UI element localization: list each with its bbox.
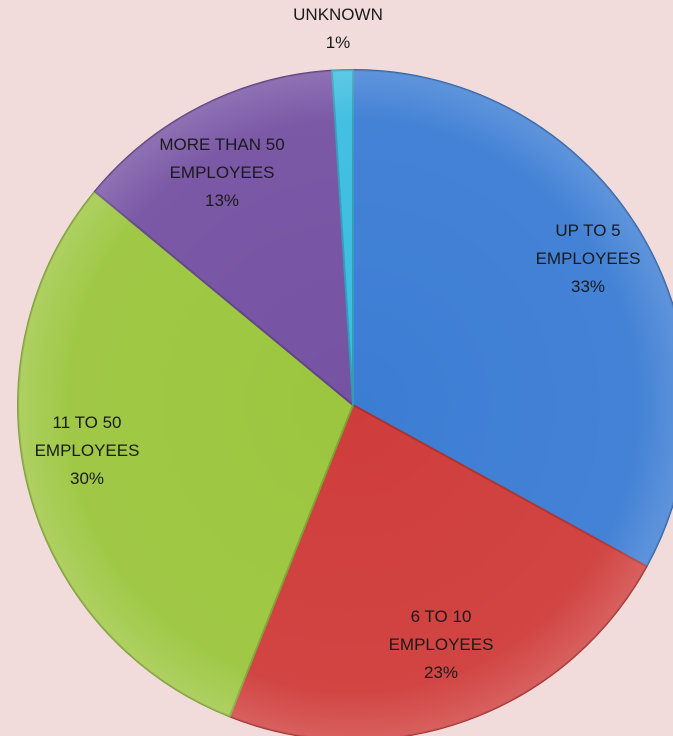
slice-category-label: EMPLOYEES bbox=[35, 441, 140, 460]
slice-category-label: 11 TO 50 bbox=[53, 413, 122, 432]
slice-percent-label: 1% bbox=[326, 33, 351, 52]
slice-percent-label: 30% bbox=[70, 469, 104, 488]
data-label-6-to-10-employees: 6 TO 10 EMPLOYEES 23% bbox=[389, 607, 494, 682]
slice-category-label: UP TO 5 bbox=[555, 221, 620, 240]
slice-category-label: EMPLOYEES bbox=[170, 163, 275, 182]
slice-category-label: UNKNOWN bbox=[293, 5, 383, 24]
data-label-11-to-50-employees: 11 TO 50 EMPLOYEES 30% bbox=[35, 413, 140, 488]
slice-category-label: MORE THAN 50 bbox=[159, 135, 284, 154]
data-label-up-to-5-employees: UP TO 5 EMPLOYEES 33% bbox=[536, 221, 641, 296]
slice-percent-label: 23% bbox=[424, 663, 458, 682]
data-label-more-than-50-employees: MORE THAN 50 EMPLOYEES 13% bbox=[159, 135, 284, 210]
slice-percent-label: 33% bbox=[571, 277, 605, 296]
slice-category-label: 6 TO 10 bbox=[411, 607, 472, 626]
slice-category-label: EMPLOYEES bbox=[389, 635, 494, 654]
slice-category-label: EMPLOYEES bbox=[536, 249, 641, 268]
slice-percent-label: 13% bbox=[205, 191, 239, 210]
data-label-unknown: UNKNOWN 1% bbox=[293, 5, 383, 52]
